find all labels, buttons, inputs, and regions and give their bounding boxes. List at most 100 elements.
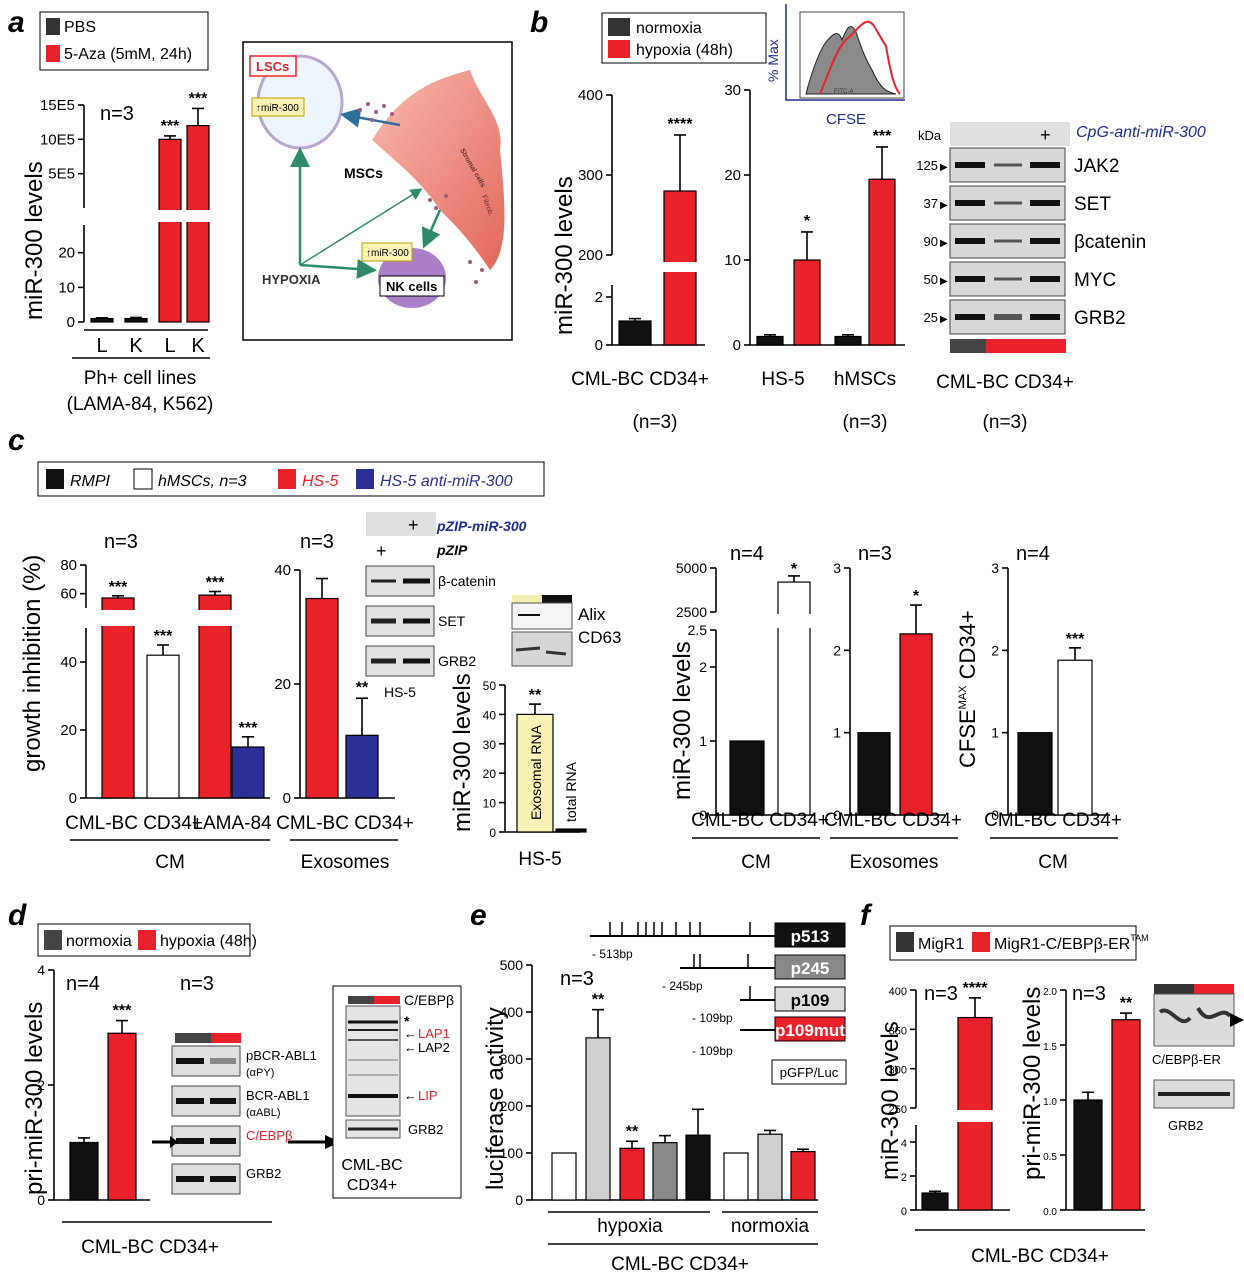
chart-f-mir300: 0 2 4 250 300 350 400 **** [889, 980, 1010, 1218]
panel-a-legend: PBS 5-Aza (5mM, 24h) [39, 11, 209, 71]
c-cm-label: CM [155, 852, 185, 873]
b-xlabel-left-1: CML-BC CD34+ [571, 369, 709, 390]
a-bar-3 [186, 124, 210, 323]
f2-ytick-label-4: 2.0 [1043, 987, 1057, 998]
a-ytick-label-3: 5E5 [48, 166, 75, 183]
f-ylabel-1: miR-300 levels [877, 1021, 904, 1180]
a-ytick-label-5: 15E5 [40, 97, 75, 114]
a-sig-3: *** [189, 90, 208, 107]
a-sig-2: *** [161, 118, 180, 135]
panel-b-legend: normoxia hypoxia (48h) [601, 12, 767, 64]
e-vector-label: pGFP/Luc [780, 1065, 839, 1080]
c3-ytick-label-5: 50 [483, 679, 497, 693]
c-cat-cml-1: CML-BC CD34+ [65, 813, 203, 834]
e-ytick-label-5: 500 [500, 957, 524, 973]
b-legend-normoxia: normoxia [636, 20, 702, 37]
pzip-header [366, 512, 436, 536]
chart-b-cd34: 0 2 200 300 400 **** [578, 87, 705, 354]
f-blot-label-1: C/EBPβ-ER [1152, 1052, 1221, 1067]
f1-ytick-label-2: 4 [901, 1138, 907, 1150]
b1-ytick-label-1: 2 [595, 289, 603, 306]
c-mir300-ylabel: miR-300 levels [669, 641, 696, 800]
d-ytick-label-2: 4 [37, 962, 45, 978]
legend-swatch-pbs [46, 18, 60, 35]
blot-lane-normoxia [950, 339, 986, 353]
nk-label: NK cells [386, 279, 437, 294]
d-blot-lane-hypoxia [211, 1033, 241, 1043]
b-legend-hypoxia: hypoxia (48h) [636, 42, 733, 59]
d-blot2-grb2: GRB2 [408, 1122, 443, 1137]
b-blot-label-3: MYC [1074, 270, 1116, 291]
e-group2: normoxia [731, 1216, 810, 1237]
f2-ytick-label-1: 0.5 [1043, 1152, 1057, 1163]
legend-swatch-hmscs [133, 468, 153, 490]
d-blot-label-2: C/EBPβ [246, 1128, 293, 1143]
b2-sig-3: *** [873, 128, 892, 145]
c6-ytick-label-0: 0 [991, 807, 999, 823]
e-xlabel: CML-BC CD34+ [611, 1254, 749, 1275]
panel-d-legend: normoxia hypoxia (48h) [37, 923, 257, 957]
lip-label: LIP [418, 1088, 438, 1103]
f1-ytick-label-0: 0 [901, 1206, 907, 1218]
c-r-cat-3: CML-BC CD34+ [984, 810, 1122, 831]
chart-c-growth: 0 20 40 60 80 *** *** *** *** [60, 557, 270, 807]
blot-header-bar [950, 122, 1070, 146]
b-blot-kda-0: 125 [916, 158, 938, 173]
svg-text:←: ← [404, 1040, 417, 1055]
c-r-cat-1: CML-BC CD34+ [691, 810, 829, 831]
d-blot2-cell-2: CD34+ [347, 1177, 397, 1194]
c3-sig-0: ** [529, 687, 542, 704]
e-construct-bp-0: - 513bp [592, 947, 633, 961]
f2-bar-0 [1073, 1099, 1103, 1211]
flow-histogram: FITC-A % Max CFSE [765, 4, 905, 128]
blot-plus: + [1040, 125, 1051, 145]
panel-f-label: f [860, 899, 873, 932]
f-legend-swatch-cebpb [972, 932, 990, 952]
f-legend-cebpb: MigR1-C/EBPβ-ERTAM [994, 933, 1149, 953]
b-blot-kda-arrow-2: ▶ [940, 238, 948, 249]
chart-e-luciferase: 0 100 200 300 400 500 ** ** [500, 957, 818, 1208]
a-cat-0: L [96, 335, 107, 357]
blot-lane-hypoxia [986, 339, 1066, 353]
f-n-label-1: n=3 [924, 983, 958, 1005]
a-ytick-label-0: 0 [67, 314, 75, 331]
c-legend-hs5-anti: HS-5 anti-miR-300 [380, 473, 513, 490]
c5-ytick-label-1: 1 [833, 725, 841, 741]
b1-axis-break [662, 262, 698, 272]
chart-f-primir300: 0.0 0.5 1.0 1.5 2.0 ** [1043, 987, 1145, 1218]
d-xlabel: CML-BC CD34+ [81, 1237, 219, 1258]
c6-bar-0 [1017, 732, 1053, 816]
b-blot-xlabel-1: CML-BC CD34+ [936, 372, 1074, 393]
e-construct-bp-3: - 109bp [692, 1044, 733, 1058]
c3-ytick-label-4: 40 [483, 708, 497, 722]
f1-ytick-label-3: 250 [889, 1104, 907, 1116]
panel-c-exo-blot: Alix CD63 [511, 595, 621, 667]
c6-bar-1 [1057, 659, 1093, 816]
b2-ytick-label-2: 20 [724, 167, 741, 184]
d-bar-0 [69, 1141, 99, 1201]
a-axis-break-2 [157, 210, 183, 222]
c5-bar-1 [899, 633, 933, 816]
c2-bar-0 [305, 597, 339, 799]
c3-ytick-label-2: 20 [483, 767, 497, 781]
c1-bar-2 [198, 594, 232, 799]
d-blot-label-1: BCR-ABL1 [246, 1088, 310, 1103]
legend-pbs: PBS [64, 19, 96, 36]
c2-ytick-label-2: 40 [274, 562, 291, 579]
e-construct-bp-2: - 109bp [692, 1011, 733, 1025]
f-legend-migr1: MigR1 [918, 936, 964, 953]
c3-cat-0: Exosomal RNA [528, 724, 544, 820]
hypoxia-label: HYPOXIA [262, 272, 321, 287]
c4-ytick-label-5: 5000 [676, 560, 707, 576]
pzip-plus: + [376, 541, 387, 561]
d-legend-swatch-normoxia [44, 930, 62, 950]
d-blot2-cell-1: CML-BC [341, 1157, 402, 1174]
b1-bar-0 [618, 320, 652, 346]
c6-ytick-label-2: 2 [991, 642, 999, 658]
c3-bar-0 [516, 713, 554, 833]
c5-sig-1: * [913, 588, 920, 605]
c4-sig-1: * [791, 561, 798, 578]
c-blot-label-2: GRB2 [438, 653, 476, 669]
panel-a-schematic: LSCs ↑miR-300 MSCs Stromal cells Fibrob.… [242, 41, 513, 341]
